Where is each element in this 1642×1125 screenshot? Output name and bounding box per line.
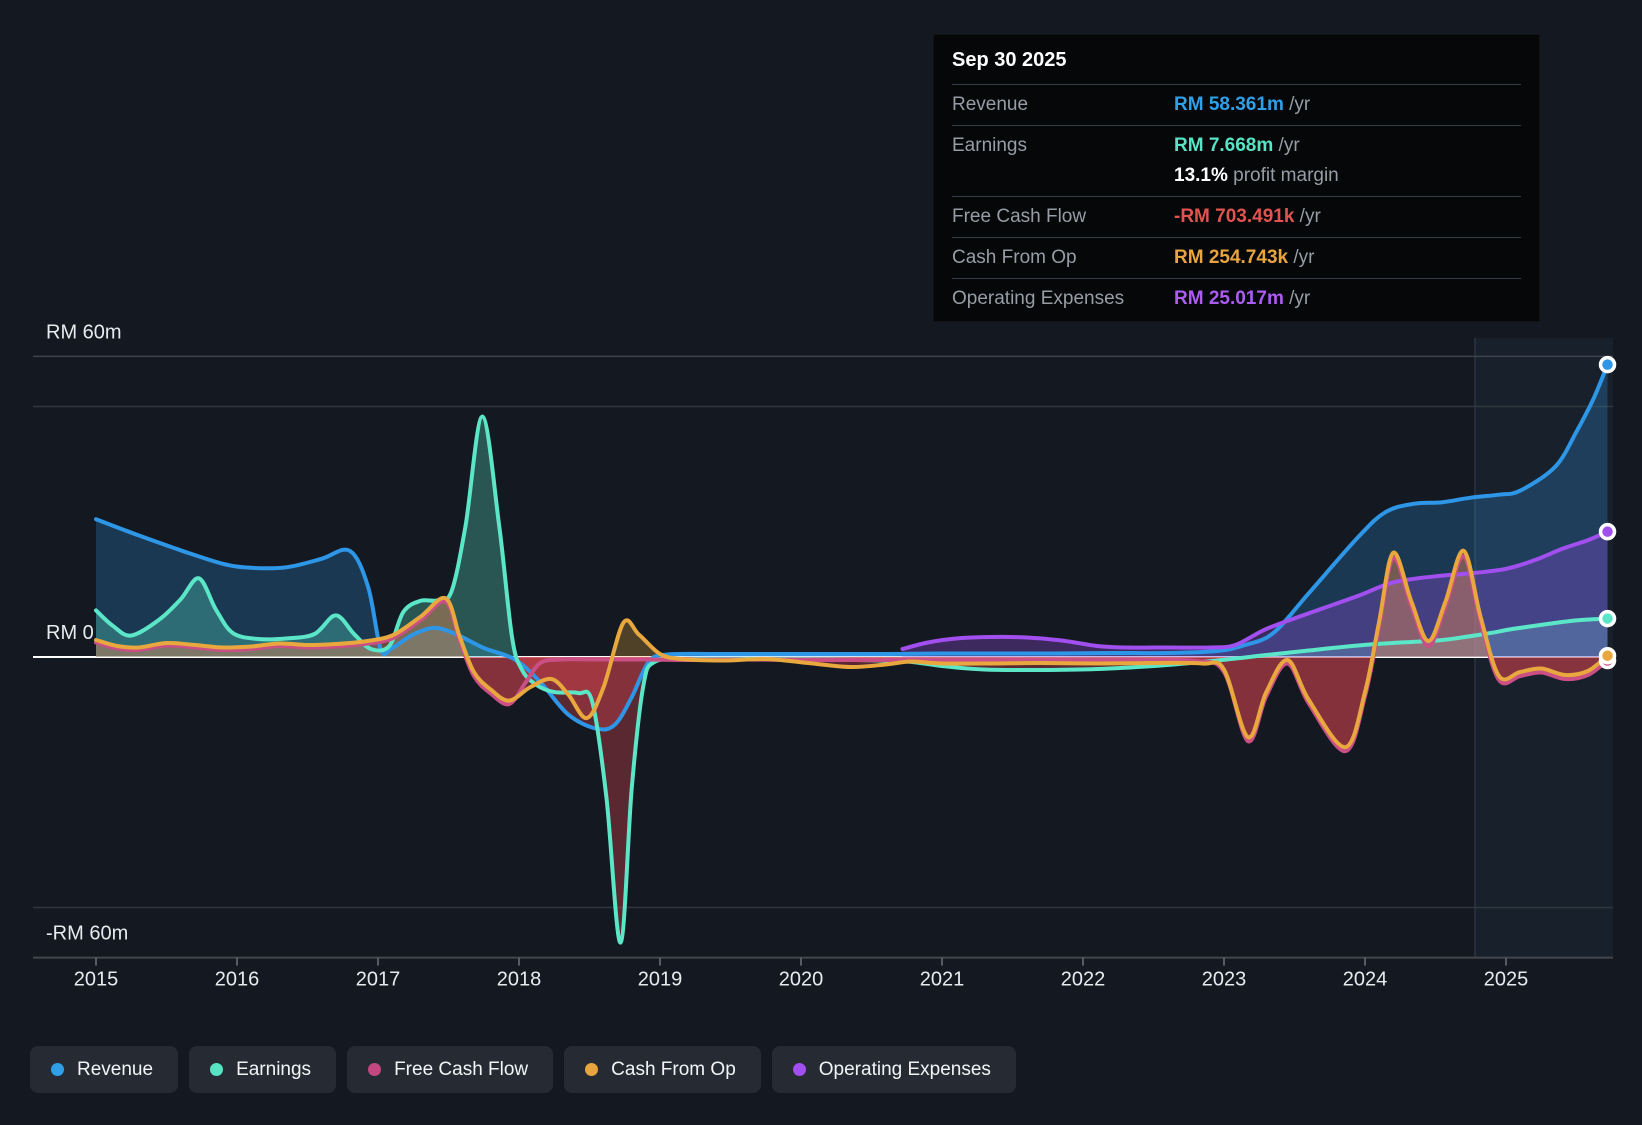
x-label-2023: 2023 — [1202, 969, 1247, 991]
chart-tooltip: Sep 30 2025 Revenue RM 58.361m /yr Earning… — [933, 34, 1540, 322]
earnings-area-negative — [96, 657, 1608, 943]
legend-label-opex: Operating Expenses — [818, 1058, 991, 1080]
tooltip-label-revenue: Revenue — [952, 94, 1029, 115]
tooltip-value-cashop: RM 254.743k /yr — [1174, 247, 1315, 268]
tooltip-row-opex: Operating Expenses RM 25.017m /yr — [952, 278, 1521, 319]
x-label-2019: 2019 — [638, 969, 683, 991]
earnings-legend-dot — [210, 1063, 224, 1076]
revenue-endpoint-marker[interactable] — [1598, 355, 1617, 374]
tooltip-value-revenue: RM 58.361m /yr — [1174, 94, 1311, 115]
x-label-2021: 2021 — [920, 969, 965, 991]
x-label-2017: 2017 — [356, 969, 401, 991]
tooltip-label-opex: Operating Expenses — [952, 288, 1125, 309]
cashop-area-positive — [96, 550, 1608, 657]
tooltip-rows: Revenue RM 58.361m /yr Earnings RM 7.668m /… — [952, 84, 1521, 319]
x-label-2016: 2016 — [215, 969, 260, 991]
recent-period-highlight-band — [1474, 338, 1613, 958]
opex-line — [900, 529, 1610, 651]
earnings-line — [94, 414, 1610, 945]
tooltip-value-fcf: -RM 703.491k /yr — [1174, 206, 1321, 227]
tooltip-row-cashop: Cash From Op RM 254.743k /yr — [952, 237, 1521, 278]
chart-legend: Revenue Earnings Free Cash Flow Cash From O… — [30, 1046, 1016, 1093]
tooltip-label-earnings: Earnings — [952, 135, 1027, 156]
x-label-2025: 2025 — [1484, 969, 1529, 991]
legend-item-revenue[interactable]: Revenue — [30, 1046, 179, 1093]
revenue-line — [94, 362, 1610, 732]
legend-item-opex[interactable]: Operating Expenses — [771, 1046, 1016, 1093]
cashop-legend-dot — [585, 1063, 599, 1076]
y-label--60m: -RM 60m — [46, 923, 128, 945]
tooltip-row-fcf: Free Cash Flow -RM 703.491k /yr — [952, 196, 1521, 237]
legend-label-fcf: Free Cash Flow — [394, 1058, 529, 1080]
tooltip-label-cashop: Cash From Op — [952, 247, 1077, 268]
tooltip-row-earnings: Earnings RM 7.668m /yr 13.1% profit margin — [952, 125, 1521, 196]
earnings-area-positive — [96, 416, 1608, 657]
cashop-endpoint-marker[interactable] — [1598, 646, 1617, 665]
tooltip-date: Sep 30 2025 — [952, 49, 1067, 71]
legend-item-cashop[interactable]: Cash From Op — [564, 1046, 761, 1093]
fcf-area-positive — [96, 556, 1608, 657]
revenue-area-positive — [96, 364, 1608, 657]
tooltip-profit-margin: 13.1% profit margin — [1174, 165, 1339, 186]
opex-endpoint-marker[interactable] — [1598, 522, 1617, 541]
legend-item-earnings[interactable]: Earnings — [189, 1046, 337, 1093]
x-label-2024: 2024 — [1343, 969, 1388, 991]
y-label-0m: RM 0 — [46, 622, 94, 644]
tooltip-value-opex: RM 25.017m /yr — [1174, 288, 1311, 309]
x-label-2022: 2022 — [1061, 969, 1106, 991]
revenue-legend-dot — [51, 1063, 64, 1076]
legend-item-fcf[interactable]: Free Cash Flow — [347, 1046, 554, 1093]
opex-area-positive — [902, 531, 1608, 657]
fcf-legend-dot — [368, 1063, 382, 1076]
fcf-line — [94, 554, 1610, 754]
legend-label-cashop: Cash From Op — [611, 1058, 736, 1080]
x-label-2018: 2018 — [497, 969, 542, 991]
opex-legend-dot — [792, 1063, 806, 1076]
tooltip-value-earnings: RM 7.668m /yr 13.1% profit margin — [1174, 133, 1339, 189]
x-label-2015: 2015 — [74, 969, 119, 991]
cashop-line — [94, 548, 1610, 750]
tooltip-label-fcf: Free Cash Flow — [952, 206, 1087, 227]
legend-label-revenue: Revenue — [77, 1058, 154, 1080]
legend-label-earnings: Earnings — [236, 1058, 312, 1080]
tooltip-row-revenue: Revenue RM 58.361m /yr — [952, 84, 1521, 125]
earnings-endpoint-marker[interactable] — [1598, 609, 1617, 628]
y-label-60m: RM 60m — [46, 321, 122, 343]
x-label-2020: 2020 — [779, 969, 824, 991]
